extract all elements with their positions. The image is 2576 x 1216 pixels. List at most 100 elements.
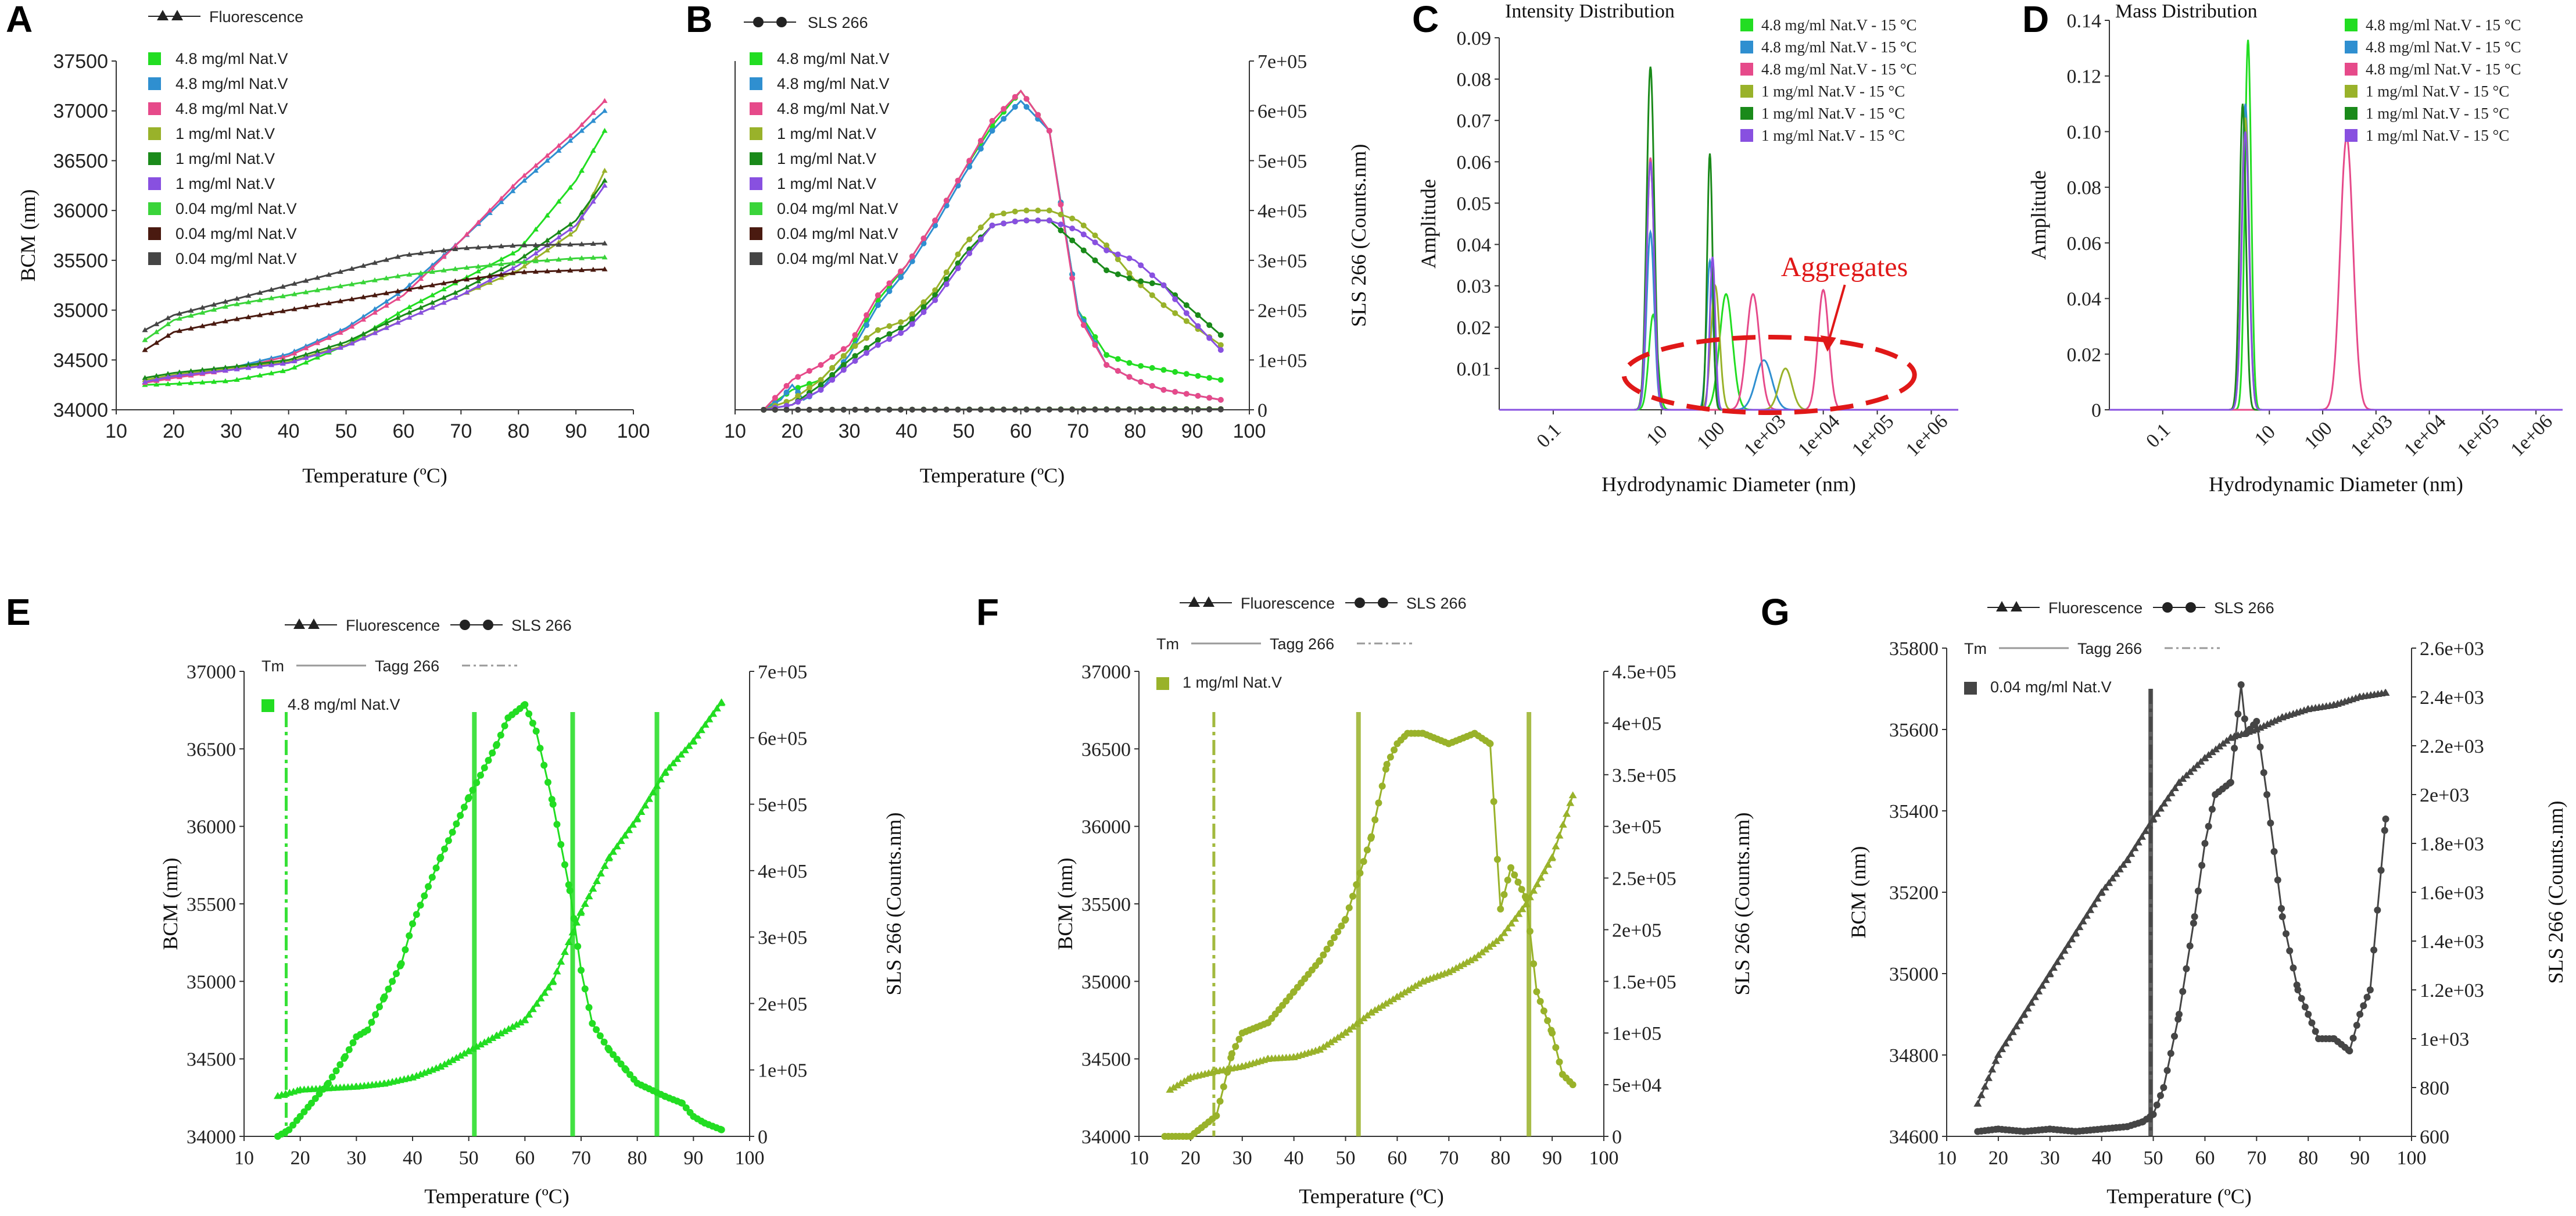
y-tick-label: 36500 [53, 150, 108, 172]
series-4-point [153, 373, 160, 378]
series-4-point [452, 289, 458, 295]
series-2-point [383, 302, 389, 308]
series-7-point [142, 347, 148, 352]
sls-point [332, 1067, 340, 1075]
triangle-marker-icon [1996, 601, 2008, 611]
legend-swatch [261, 699, 274, 712]
series-2-point [783, 382, 790, 389]
x-tick-label: 90 [683, 1147, 703, 1169]
series-6-point [142, 337, 148, 342]
fluorescence-point [2119, 860, 2127, 868]
series-5-point [1195, 323, 1201, 329]
x-axis-label: Temperature (ºC) [1299, 1185, 1444, 1208]
fluorescence-point [557, 957, 565, 965]
fluorescence-point [553, 967, 561, 975]
x-tick-label: 10 [234, 1147, 254, 1169]
series-6-point [486, 262, 493, 267]
fluorescence-point [1169, 1083, 1178, 1091]
series-5-point [1149, 272, 1155, 278]
y2-tick-label: 5e+05 [1257, 151, 1307, 172]
sls-point [372, 1011, 379, 1018]
series-8-point [590, 241, 596, 246]
series-4-point [1069, 237, 1076, 244]
fluorescence-point [1334, 1033, 1342, 1041]
distribution-curve [2109, 103, 2563, 411]
x-tick-label: 50 [2144, 1147, 2163, 1169]
triangle-marker-icon [293, 618, 305, 629]
sls-point [2227, 779, 2234, 786]
chart-panel-c: 0.1 10 100 1e+03 1e+04 1e+05 1e+06 0.01 0.02 0.03… [1417, 1, 1958, 496]
sls-point [2301, 1003, 2309, 1011]
series-2-point [943, 198, 950, 203]
series-8-point [1126, 406, 1133, 413]
sls-point [465, 794, 472, 802]
series-0-point [303, 359, 309, 365]
series-7-point [291, 306, 298, 312]
fluorescence-point [1552, 842, 1560, 850]
fluorescence-point [460, 1049, 468, 1057]
sls-point [2260, 769, 2267, 777]
y-tick-label: 35500 [1081, 894, 1131, 915]
circle-marker-icon [460, 620, 470, 630]
series-8-point [165, 315, 171, 320]
sls-point [2298, 995, 2305, 1002]
legend-title: SLS 266 [808, 14, 868, 31]
series-2-point [1149, 382, 1155, 389]
sls-point [2163, 1067, 2171, 1074]
series-5-point [280, 360, 286, 366]
series-0-point [1217, 377, 1224, 383]
series-5-point [165, 374, 171, 380]
series-5-point [349, 340, 355, 346]
sls-point [1216, 1097, 1224, 1105]
series-7-point [452, 278, 458, 284]
sls-point [1338, 922, 1345, 930]
legend-label: 0.04 mg/ml Nat.V [777, 250, 898, 267]
distribution-curve [2109, 135, 2563, 411]
series-4-point [1058, 227, 1064, 234]
series-0-point [579, 167, 585, 173]
fluorescence-point [621, 831, 629, 839]
y-axis-label: BCM (nm) [16, 189, 40, 281]
fluorescence-point [2097, 888, 2106, 895]
series-7-point [325, 300, 332, 306]
fluorescence-point [641, 801, 650, 809]
series-3-point [601, 167, 608, 173]
legend-label: 4.8 mg/ml Nat.V [175, 50, 288, 67]
fluorescence-point [1540, 867, 1549, 874]
series-1-point [1001, 116, 1007, 122]
chart-panel-d: 0.1 10 100 1e+03 1e+04 1e+05 1e+06 0 0.02 0.04 0.0… [2027, 1, 2563, 496]
legend-label: 0.04 mg/ml Nat.V [777, 225, 898, 242]
series-5-point [303, 355, 309, 360]
fluorescence-point [1389, 995, 1398, 1003]
x-tick-label: 100 [1589, 1147, 1619, 1169]
legend-sample-label: 1 mg/ml Nat.V [1183, 674, 1282, 691]
series-8-point [222, 299, 228, 304]
sls-point [493, 741, 500, 748]
chart-panel-a: 10 20 30 40 50 60 70 80 90 100 34000 34500 35000 3550… [16, 8, 650, 487]
x-axis-label: Hydrodynamic Diameter (nm) [2209, 473, 2463, 496]
series-6-point [521, 259, 528, 264]
series-1-point [544, 158, 550, 163]
legend-swatch [1156, 677, 1169, 690]
legend-label: 4.8 mg/ml Nat.V [777, 75, 890, 92]
series-2-point [1012, 94, 1018, 100]
series-8-point [840, 406, 847, 413]
series-0-point [590, 148, 596, 153]
fluorescence-point [2072, 929, 2080, 936]
series-2-point [337, 330, 343, 335]
fluorescence-point [617, 837, 625, 844]
series-4-point [852, 353, 858, 359]
fluorescence-point [1544, 860, 1552, 868]
y-tick-label: 35600 [1889, 720, 1939, 741]
y2-tick-label: 3e+05 [1612, 817, 1661, 838]
series-6-point [291, 291, 298, 296]
series-0-point [1172, 369, 1178, 375]
series-8-point [920, 406, 927, 413]
legend-swatch [750, 102, 762, 115]
fluorescence-point [2381, 689, 2390, 696]
series-4-point [498, 266, 504, 271]
fluorescence-point [589, 885, 597, 892]
legend-label: 1 mg/ml Nat.V - 15 °C [2366, 83, 2509, 100]
fluorescence-point [1977, 1091, 1986, 1099]
series-4-point [567, 221, 574, 227]
